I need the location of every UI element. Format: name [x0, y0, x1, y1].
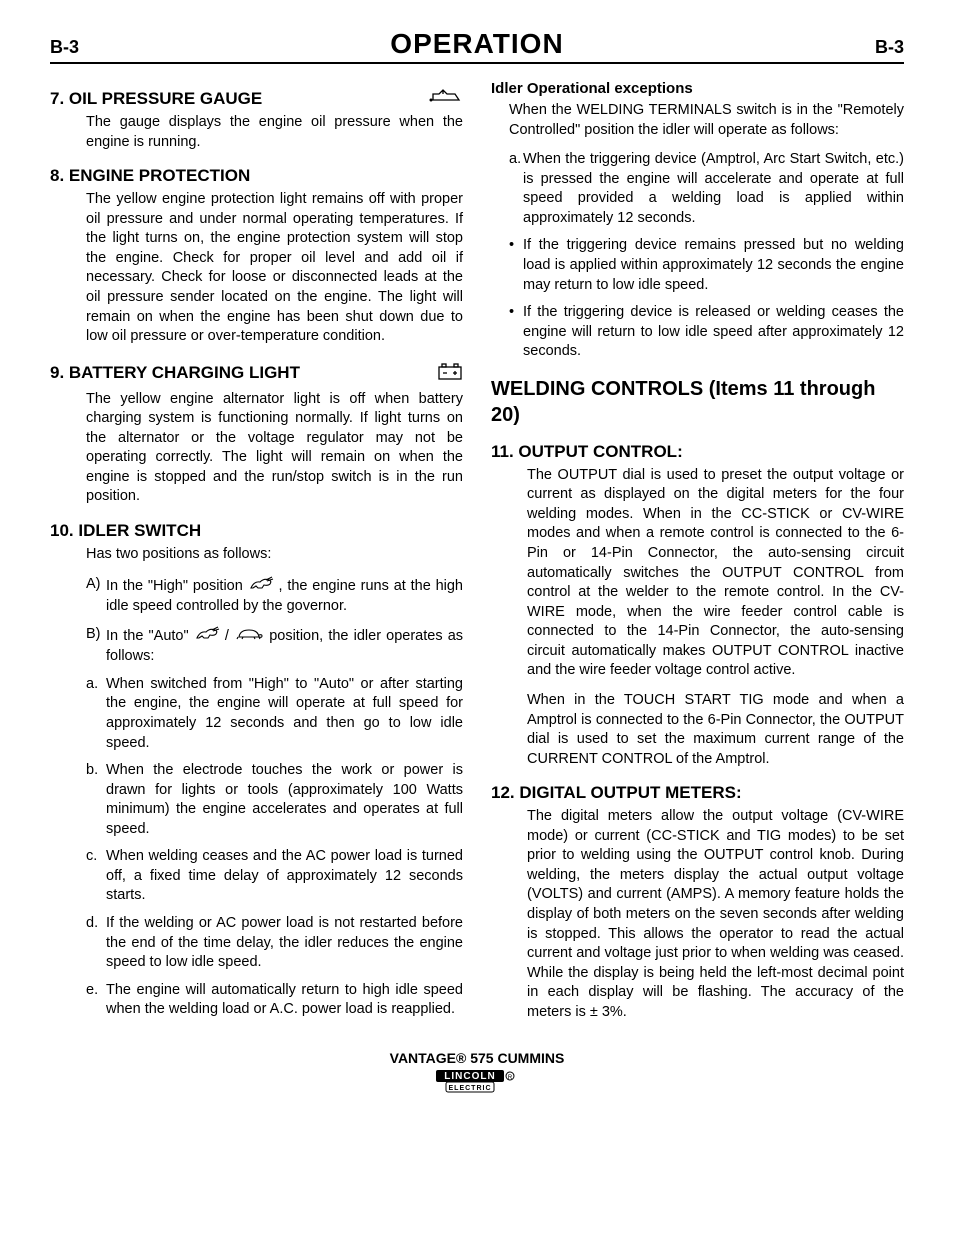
page-title: OPERATION	[390, 28, 563, 60]
section-10-subitem: e.The engine will automatically return t…	[86, 981, 463, 1020]
idler-exceptions-intro: When the WELDING TERMINALS switch is in …	[509, 101, 904, 140]
section-10-item-B: B) In the "Auto" /	[86, 625, 463, 667]
page-number-left: B-3	[50, 37, 79, 58]
item-A-pre: In the "High" position	[106, 578, 248, 594]
idler-exceptions-heading: Idler Operational exceptions	[491, 80, 904, 97]
section-9-body: The yellow engine alternator light is of…	[86, 390, 463, 507]
section-12-title: 12. DIGITAL OUTPUT METERS:	[491, 783, 742, 803]
item-B-pre: In the "Auto"	[106, 628, 194, 644]
section-7-title: 7. OIL PRESSURE GAUGE	[50, 89, 262, 109]
subitem-text: When welding ceases and the AC power loa…	[106, 847, 463, 906]
idler-a-label: a.	[509, 150, 523, 228]
subitem-label: e.	[86, 981, 106, 1020]
section-8-heading: 8. ENGINE PROTECTION	[50, 166, 463, 186]
section-9-heading: 9. BATTERY CHARGING LIGHT	[50, 361, 463, 386]
section-12-body: The digital meters allow the output volt…	[527, 807, 904, 1022]
section-11-body1: The OUTPUT dial is used to preset the ou…	[527, 466, 904, 681]
section-10-title: 10. IDLER SWITCH	[50, 521, 201, 541]
section-11-heading: 11. OUTPUT CONTROL:	[491, 442, 904, 462]
section-10-intro: Has two positions as follows:	[86, 545, 463, 565]
list-label-B: B)	[86, 625, 106, 667]
idler-item-a: a. When the triggering device (Amptrol, …	[509, 150, 904, 228]
subitem-text: If the welding or AC power load is not r…	[106, 914, 463, 973]
section-8-title: 8. ENGINE PROTECTION	[50, 166, 250, 186]
section-10-subitem: a.When switched from "High" to "Auto" or…	[86, 675, 463, 753]
two-column-layout: 7. OIL PRESSURE GAUGE The gauge displays…	[50, 74, 904, 1032]
subitem-text: When switched from "High" to "Auto" or a…	[106, 675, 463, 753]
footer-product: VANTAGE® 575 CUMMINS	[50, 1050, 904, 1066]
subitem-label: b.	[86, 761, 106, 839]
list-label-A: A)	[86, 575, 106, 617]
logo-top-text: LINCOLN	[444, 1071, 495, 1082]
page-number-right: B-3	[875, 37, 904, 58]
section-12-heading: 12. DIGITAL OUTPUT METERS:	[491, 783, 904, 803]
section-9-title: 9. BATTERY CHARGING LIGHT	[50, 363, 300, 383]
welding-controls-heading: WELDING CONTROLS (Items 11 through 20)	[491, 376, 904, 428]
section-10-subitem: c.When welding ceases and the AC power l…	[86, 847, 463, 906]
section-11-body2: When in the TOUCH START TIG mode and whe…	[527, 691, 904, 769]
subitem-text: When the electrode touches the work or p…	[106, 761, 463, 839]
subitem-label: d.	[86, 914, 106, 973]
section-10-subitem: d.If the welding or AC power load is not…	[86, 914, 463, 973]
turtle-icon	[234, 626, 264, 647]
list-content-A: In the "High" position , the engine runs…	[106, 575, 463, 617]
rabbit-icon-small	[194, 625, 220, 648]
idler-bullet: •If the triggering device is released or…	[509, 303, 904, 362]
right-column: Idler Operational exceptions When the WE…	[491, 74, 904, 1032]
subitem-label: a.	[86, 675, 106, 753]
section-8-body: The yellow engine protection light remai…	[86, 190, 463, 347]
section-10-item-A: A) In the "High" position , the engine r…	[86, 575, 463, 617]
page-container: B-3 OPERATION B-3 7. OIL PRESSURE GAUGE …	[0, 0, 954, 1119]
subitem-text: The engine will automatically return to …	[106, 981, 463, 1020]
section-7-body: The gauge displays the engine oil pressu…	[86, 113, 463, 152]
page-header: B-3 OPERATION B-3	[50, 28, 904, 64]
item-B-mid: /	[225, 628, 234, 644]
subitem-label: c.	[86, 847, 106, 906]
svg-text:R: R	[508, 1075, 513, 1081]
section-11-title: 11. OUTPUT CONTROL:	[491, 442, 683, 462]
bullet-dot: •	[509, 236, 523, 295]
oil-pressure-icon	[429, 88, 463, 109]
logo-bottom-text: ELECTRIC	[449, 1085, 492, 1092]
idler-bullets-container: •If the triggering device remains presse…	[491, 236, 904, 361]
lincoln-electric-logo: LINCOLN R ELECTRIC	[432, 1068, 522, 1099]
idler-a-text: When the triggering device (Amptrol, Arc…	[523, 150, 904, 228]
rabbit-icon	[248, 575, 274, 598]
section-10-subitems: a.When switched from "High" to "Auto" or…	[50, 675, 463, 1020]
bullet-text: If the triggering device remains pressed…	[523, 236, 904, 295]
list-content-B: In the "Auto" /	[106, 625, 463, 667]
section-10-heading: 10. IDLER SWITCH	[50, 521, 463, 541]
left-column: 7. OIL PRESSURE GAUGE The gauge displays…	[50, 74, 463, 1032]
page-footer: VANTAGE® 575 CUMMINS LINCOLN R ELECTRIC	[50, 1050, 904, 1099]
section-10-subitem: b.When the electrode touches the work or…	[86, 761, 463, 839]
bullet-text: If the triggering device is released or …	[523, 303, 904, 362]
section-7-heading: 7. OIL PRESSURE GAUGE	[50, 88, 463, 109]
battery-icon	[437, 361, 463, 386]
bullet-dot: •	[509, 303, 523, 362]
idler-bullet: •If the triggering device remains presse…	[509, 236, 904, 295]
